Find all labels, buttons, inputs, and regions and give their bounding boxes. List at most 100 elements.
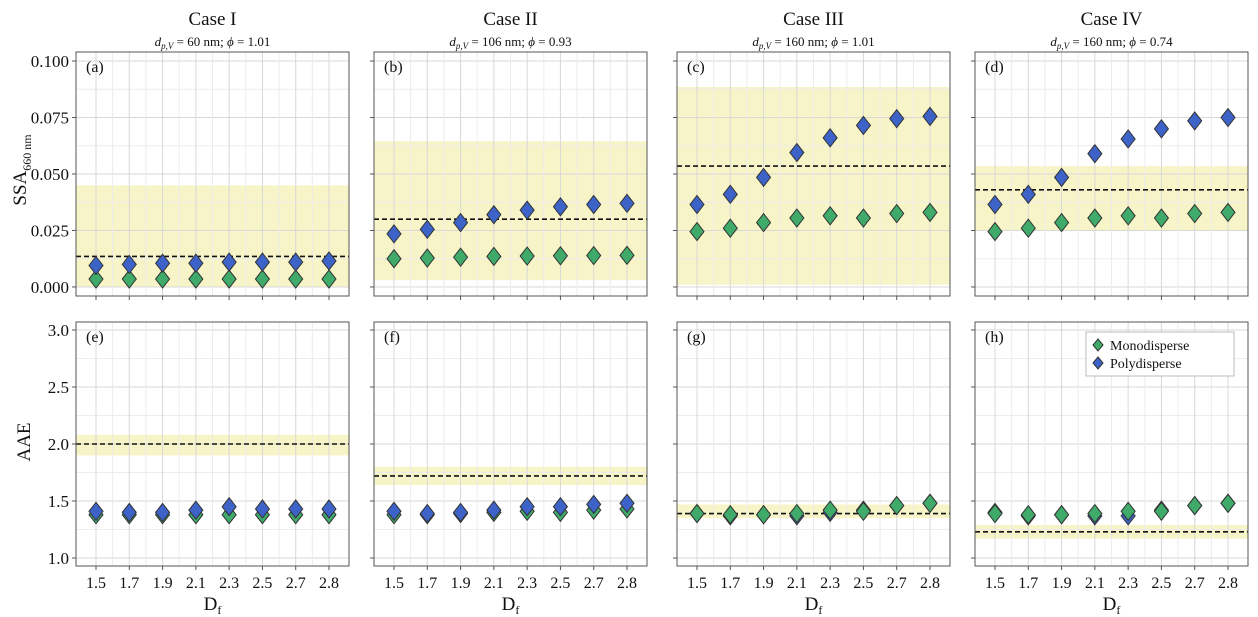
marker-polydisperse xyxy=(987,194,1003,215)
marker-monodisperse xyxy=(1053,504,1070,525)
marker-polydisperse xyxy=(419,219,435,240)
subtitle-d-symbol: d xyxy=(752,34,759,49)
x-tick-label: 1.5 xyxy=(384,575,404,592)
marker-monodisperse xyxy=(1187,495,1203,516)
marker-monodisperse xyxy=(755,212,772,233)
x-tick-label: 1.9 xyxy=(754,575,774,592)
marker-monodisperse xyxy=(1187,203,1203,224)
y-axis-labels: SSA660 nm AAE xyxy=(10,134,35,462)
x-axis-label: Df xyxy=(502,594,520,617)
marker-monodisperse xyxy=(1087,503,1103,524)
x-tick-label: 2.1 xyxy=(1085,575,1105,592)
x-axis-label: Df xyxy=(1103,594,1121,617)
x-axis-label-main: D xyxy=(204,594,218,615)
legend-box xyxy=(1085,331,1235,377)
marker-monodisperse xyxy=(822,500,838,520)
subtitle-dp-value: 60 xyxy=(187,34,200,49)
marker-polydisperse xyxy=(519,200,535,220)
subtitle-equals: = xyxy=(771,34,785,49)
marker-polydisperse xyxy=(288,252,304,272)
marker-polydisperse xyxy=(619,193,635,214)
x-tick-label: 1.5 xyxy=(86,575,106,592)
marker-polydisperse xyxy=(1020,184,1036,205)
panel-d: (d) xyxy=(971,51,1249,300)
marker-monodisperse xyxy=(1153,501,1170,522)
y-tick-label: 0.050 xyxy=(31,165,69,184)
subtitle-d-subscript: p,V xyxy=(758,41,773,51)
marker-polydisperse xyxy=(1053,167,1070,188)
marker-polydisperse xyxy=(1087,143,1103,164)
x-tick-label: 1.5 xyxy=(687,575,707,592)
marker-polydisperse xyxy=(922,106,938,127)
marker-polydisperse xyxy=(321,251,337,271)
subtitle-equals-2: = xyxy=(535,34,549,49)
x-tick-label: 1.9 xyxy=(153,575,173,592)
y-tick-label: 2.5 xyxy=(48,378,69,397)
x-axis-label-main: D xyxy=(502,594,516,615)
legend-label-poly: Polydisperse xyxy=(1110,357,1182,372)
marker-monodisperse xyxy=(1053,212,1070,233)
marker-polydisperse xyxy=(822,128,838,148)
subtitle-equals: = xyxy=(173,34,187,49)
x-tick-label: 1.9 xyxy=(1052,575,1072,592)
x-tick-label: 2.8 xyxy=(319,575,339,592)
x-axis-label-subscript: f xyxy=(217,603,221,617)
x-tick-label: 1.5 xyxy=(985,575,1005,592)
marker-polydisperse xyxy=(486,500,502,520)
marker-monodisperse xyxy=(1153,208,1170,228)
y-tick-label: 0.000 xyxy=(31,278,69,297)
marker-monodisperse xyxy=(1220,493,1236,514)
marker-monodisperse xyxy=(288,269,304,289)
marker-polydisperse xyxy=(154,253,171,274)
subtitle-d-symbol: d xyxy=(1050,34,1057,49)
marker-polydisperse xyxy=(419,503,435,524)
x-tick-label: 2.7 xyxy=(286,575,306,592)
x-tick-label: 2.1 xyxy=(787,575,807,592)
x-tick-label: 2.5 xyxy=(853,575,873,592)
marker-monodisperse xyxy=(386,248,402,269)
y-tick-label: 0.075 xyxy=(31,109,69,128)
marker-polydisperse xyxy=(88,501,104,522)
subtitle-equals: = xyxy=(1069,34,1083,49)
marker-polydisperse xyxy=(386,224,402,244)
subtitle-unit: nm; xyxy=(805,34,832,49)
marker-polydisperse xyxy=(486,204,502,225)
x-axis-label: Df xyxy=(805,594,823,617)
x-axis-label-subscript: f xyxy=(1116,603,1120,617)
panel-c: (c) xyxy=(673,51,951,300)
x-tick-label: 2.3 xyxy=(1118,575,1138,592)
marker-monodisperse xyxy=(419,248,435,268)
subtitle-d-subscript: p,V xyxy=(160,41,175,51)
x-tick-label: 2.7 xyxy=(584,575,604,592)
x-tick-label: 1.7 xyxy=(1018,575,1038,592)
subtitle-d-subscript: p,V xyxy=(455,41,470,51)
subtitle-phi-symbol: ϕ xyxy=(831,34,838,49)
y-tick-label: 0.100 xyxy=(31,52,69,71)
marker-monodisperse xyxy=(987,221,1003,242)
marker-polydisperse xyxy=(221,496,237,517)
x-tick-label: 2.8 xyxy=(1218,575,1238,592)
x-tick-label: 2.8 xyxy=(920,575,940,592)
marker-monodisperse xyxy=(486,246,502,267)
legend-label-mono: Monodisperse xyxy=(1110,339,1189,354)
marker-polydisperse xyxy=(188,500,204,520)
marker-polydisperse xyxy=(188,253,204,274)
y-tick-label: 3.0 xyxy=(48,321,69,340)
x-tick-label: 2.1 xyxy=(186,575,206,592)
panel-label: (e) xyxy=(86,329,104,346)
x-tick-label: 1.9 xyxy=(451,575,471,592)
y-tick-label: 1.0 xyxy=(48,549,69,568)
x-tick-label: 2.8 xyxy=(617,575,637,592)
subtitle-phi-symbol: ϕ xyxy=(1129,34,1136,49)
x-axis-label-subscript: f xyxy=(818,603,822,617)
panel-label: (d) xyxy=(985,59,1004,76)
panel-g: 1.5 1.7 1.9 2.1 2.3 2.5 2.7 2.8 Df (g) xyxy=(673,321,951,617)
marker-polydisperse xyxy=(889,108,905,129)
marker-polydisperse xyxy=(386,501,402,522)
marker-polydisperse xyxy=(519,496,535,517)
marker-polydisperse xyxy=(121,254,137,275)
marker-monodisperse xyxy=(221,269,237,289)
marker-monodisperse xyxy=(889,495,905,516)
marker-polydisperse xyxy=(619,493,635,514)
subtitle-d-symbol: d xyxy=(449,34,456,49)
